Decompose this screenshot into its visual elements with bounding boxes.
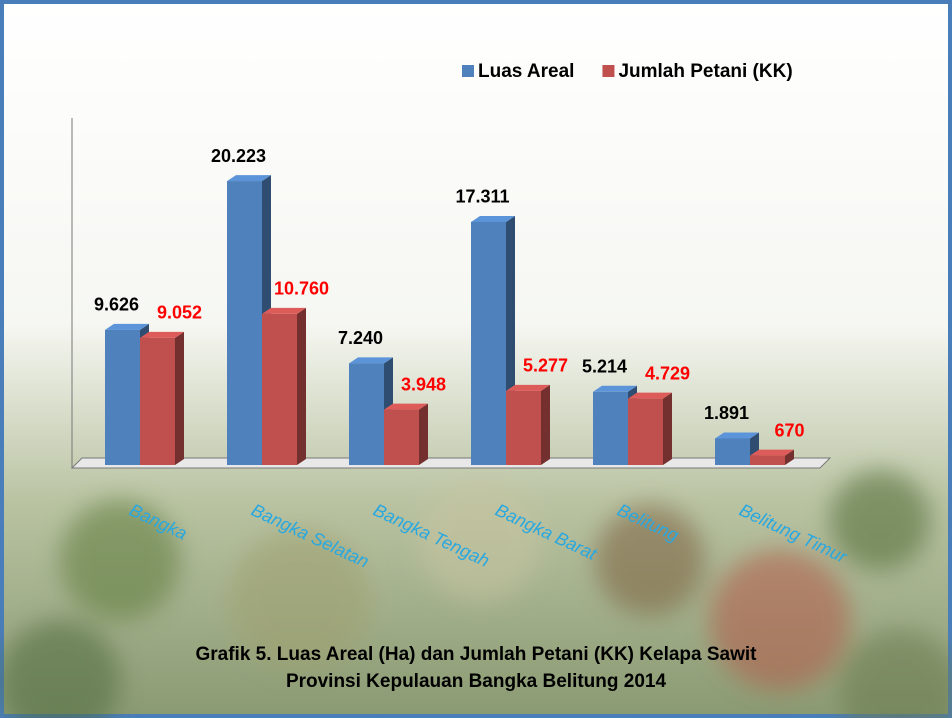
legend-label: Jumlah Petani (KK) [618, 61, 792, 82]
bar [715, 438, 750, 465]
value-label: 9.052 [157, 303, 202, 323]
value-label: 10.760 [274, 279, 329, 299]
value-label: 1.891 [704, 403, 749, 423]
bar [750, 456, 785, 465]
value-label: 670 [774, 420, 804, 440]
bar [349, 363, 384, 465]
bar [384, 410, 419, 465]
legend-swatch [602, 65, 614, 77]
bar [140, 338, 175, 465]
bar [105, 330, 140, 465]
value-label: 7.240 [338, 328, 383, 348]
value-label: 4.729 [645, 363, 690, 383]
bar-side [419, 404, 428, 465]
value-label: 20.223 [211, 146, 266, 166]
legend-label: Luas Areal [478, 61, 574, 82]
value-label: 5.277 [523, 356, 568, 376]
value-label: 3.948 [401, 374, 446, 394]
bar [593, 392, 628, 465]
value-label: 17.311 [455, 187, 509, 207]
bar [471, 222, 506, 465]
legend-swatch [462, 65, 474, 77]
bar-side [541, 385, 550, 465]
value-label: 5.214 [582, 357, 627, 377]
value-label: 9.626 [94, 295, 139, 315]
bar-side [175, 332, 184, 465]
chart-title: Grafik 5. Luas Areal (Ha) dan Jumlah Pet… [195, 644, 757, 665]
bar [262, 314, 297, 465]
bar [628, 399, 663, 465]
bar-side [297, 308, 306, 465]
chart-subtitle: Provinsi Kepulauan Bangka Belitung 2014 [286, 671, 667, 692]
chart: Grafik 5. Luas Areal (Ha) dan Jumlah Pet… [0, 0, 952, 718]
bar-side [663, 393, 672, 465]
bar [506, 391, 541, 465]
bar [227, 181, 262, 465]
